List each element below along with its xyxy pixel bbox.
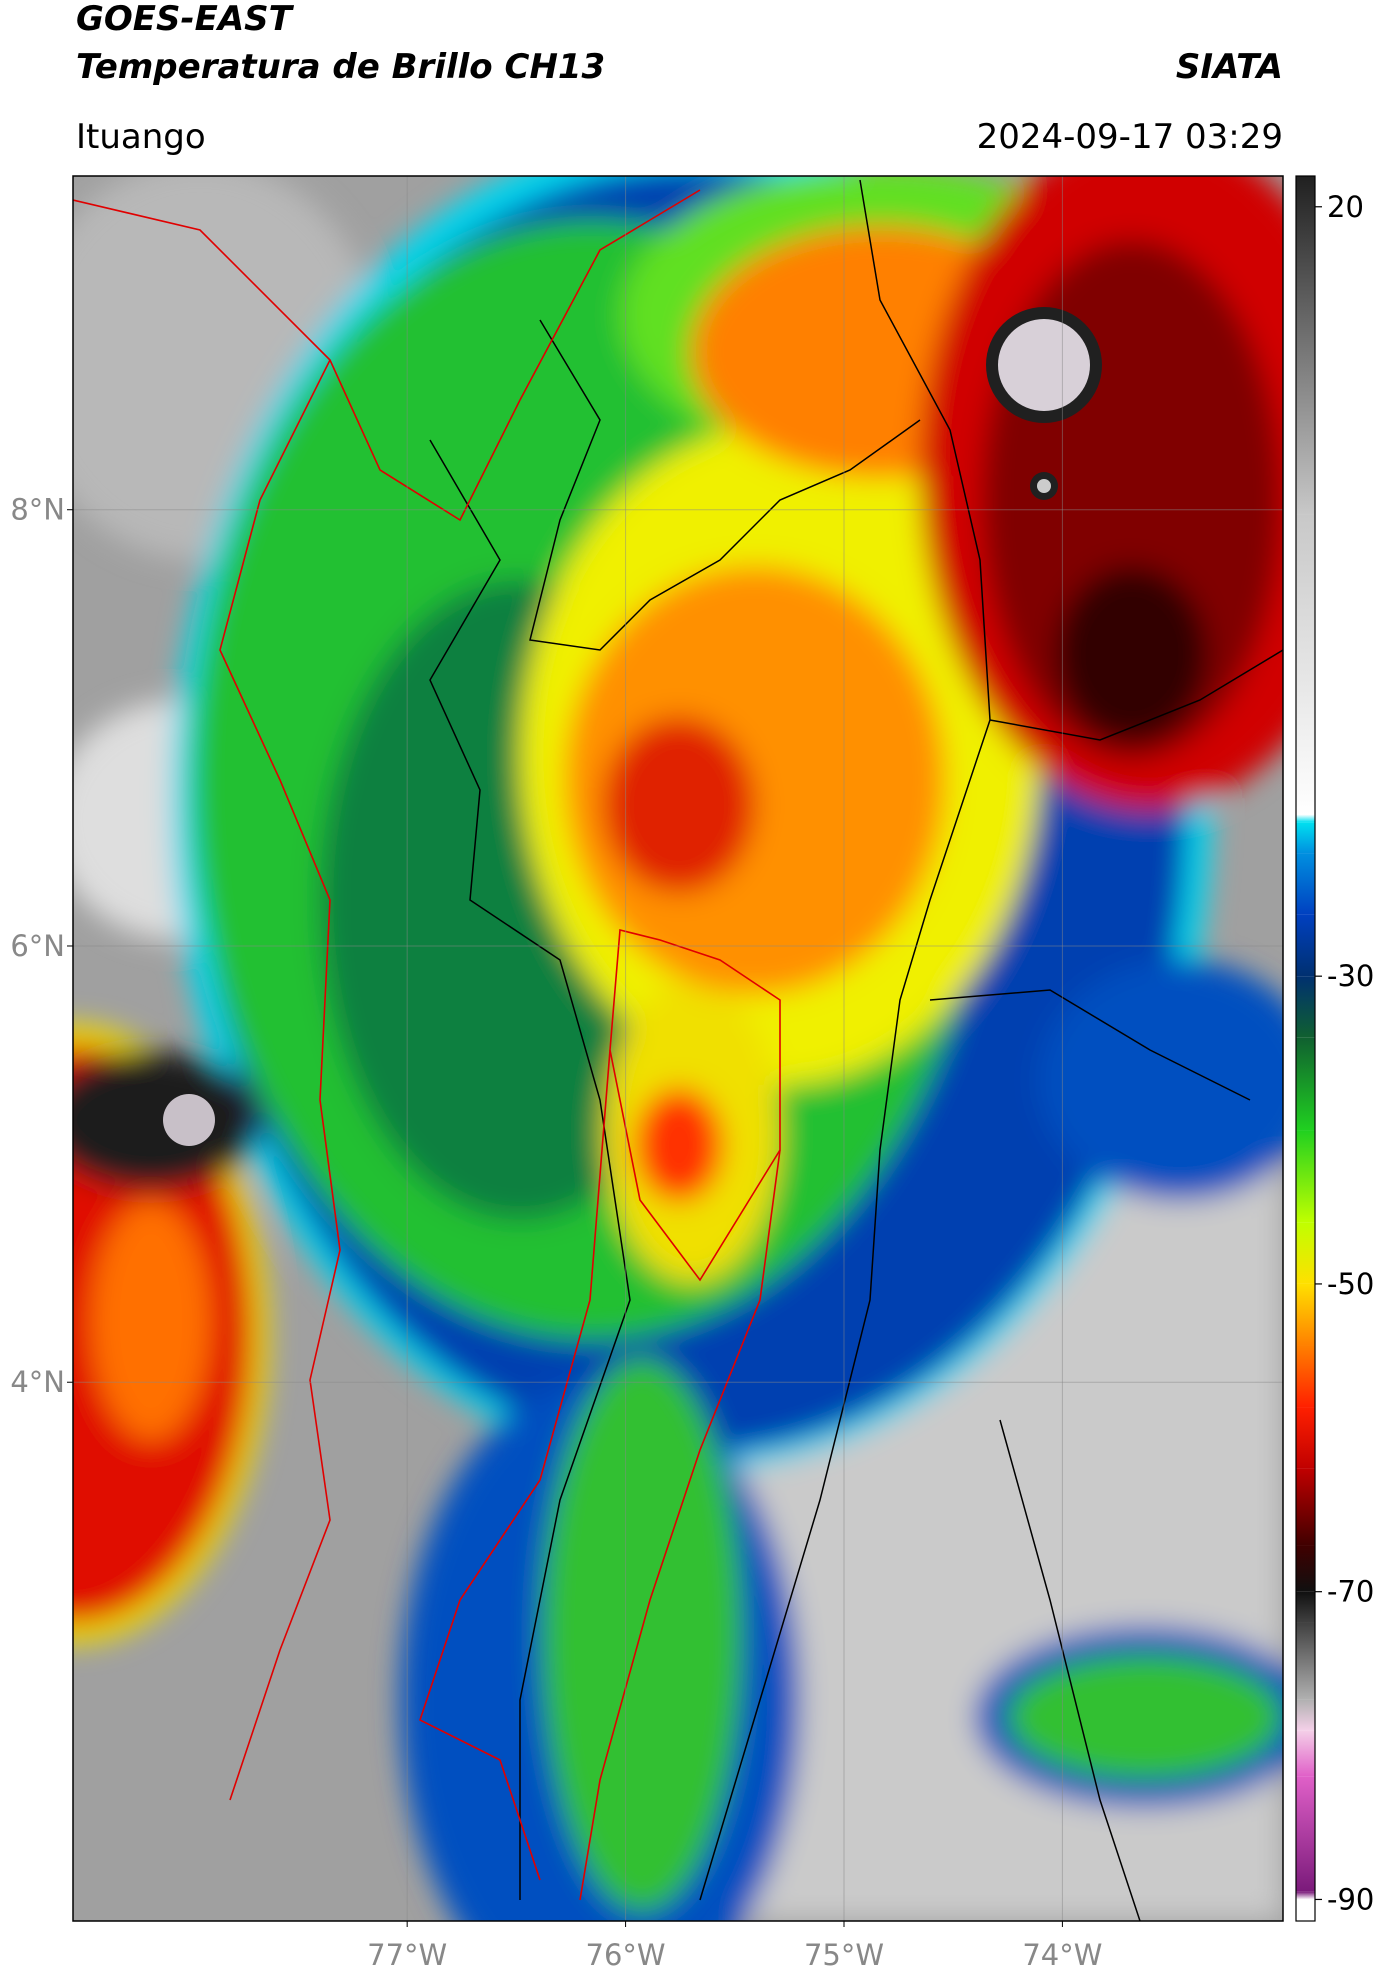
colorbar-segment: [1296, 1891, 1315, 1900]
y-tick-label: 4°N: [10, 1365, 65, 1399]
colorbar-segment: [1296, 1730, 1315, 1777]
colorbar-frame: [1295, 175, 1316, 1922]
colorbar-tick-label: -70: [1327, 1575, 1374, 1609]
colorbar-segment: [1296, 1776, 1315, 1892]
colorbar-segment: [1296, 814, 1315, 823]
location: Ituango: [76, 117, 206, 157]
colorbar-tick-label: 20: [1327, 190, 1364, 224]
colorbar-segment: [1296, 514, 1315, 815]
colorbar-segment: [1296, 1130, 1315, 1223]
colorbar-tick-label: -30: [1327, 959, 1374, 993]
colorbar-segment: [1296, 1345, 1315, 1408]
colorbar-segment: [1296, 914, 1315, 977]
colorbar-segment: [1296, 1222, 1315, 1284]
satellite-image: [73, 176, 1283, 1921]
y-tick-label: 6°N: [10, 929, 65, 963]
map-frame: [72, 175, 1284, 1922]
subtitle: Temperatura de Brillo CH13: [76, 47, 605, 87]
colorbar-segment: [1296, 1037, 1315, 1131]
x-tick-label: 74°W: [1022, 1938, 1102, 1972]
colorbar-tick-label: -90: [1327, 1882, 1374, 1916]
colorbar-segment: [1296, 822, 1315, 854]
colorbar-segment: [1296, 1622, 1315, 1700]
colorbar-segment: [1296, 1545, 1315, 1592]
colorbar-segment: [1296, 1407, 1315, 1469]
colorbar-segment: [1296, 1699, 1315, 1731]
colorbar-tick-label: -50: [1327, 1267, 1374, 1301]
title: GOES-EAST: [76, 0, 295, 39]
colorbar-segment: [1296, 1283, 1315, 1346]
colorbar: 20 -30 -50 -70 -90: [1295, 175, 1374, 1922]
timestamp: 2024-09-17 03:29: [977, 117, 1283, 157]
colorbar-segment: [1296, 176, 1315, 515]
colorbar-segment: [1296, 1468, 1315, 1546]
colorbar-segment: [1296, 976, 1315, 1038]
y-tick-label: 8°N: [10, 493, 65, 527]
source: SIATA: [1176, 47, 1283, 87]
colorbar-segment: [1296, 1591, 1315, 1623]
grid: [73, 176, 1283, 1921]
colorbar-segment: [1296, 853, 1315, 915]
x-tick-label: 75°W: [804, 1938, 884, 1972]
colorbar-segment: [1296, 1899, 1315, 1921]
x-tick-label: 76°W: [586, 1938, 666, 1972]
x-tick-label: 77°W: [367, 1938, 447, 1972]
